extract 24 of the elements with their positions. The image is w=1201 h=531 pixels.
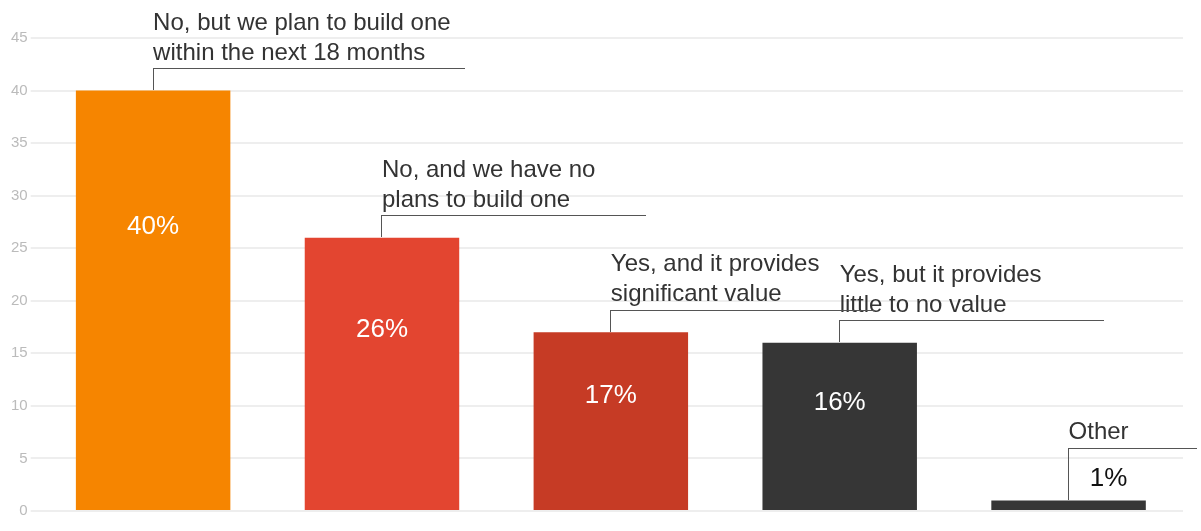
y-tick-label: 10 xyxy=(11,396,28,414)
y-tick-label: 15 xyxy=(11,343,28,361)
annotation: No, but we plan to build one within the next 18 months xyxy=(152,7,451,65)
annotation: Other xyxy=(1068,417,1129,445)
y-tick-label: 30 xyxy=(11,185,28,203)
bar xyxy=(533,332,689,510)
y-tick-label: 5 xyxy=(19,448,28,466)
bar xyxy=(75,90,231,510)
y-tick-label: 0 xyxy=(19,501,28,519)
bar xyxy=(991,500,1146,510)
y-tick-label: 45 xyxy=(11,28,28,46)
bar xyxy=(762,342,917,510)
y-tick-label: 35 xyxy=(11,133,28,151)
data-label: 26% xyxy=(355,312,408,343)
bar xyxy=(304,237,460,510)
data-label: 1% xyxy=(1089,461,1128,492)
annotation: No, and we have no plans to build one xyxy=(381,154,596,212)
y-tick-label: 40 xyxy=(11,80,28,98)
annotation: Yes, and it provides significant value xyxy=(610,249,820,307)
y-tick-label: 25 xyxy=(11,238,28,256)
data-label: 40% xyxy=(127,209,180,240)
data-label: 17% xyxy=(584,378,637,409)
y-tick-label: 20 xyxy=(11,290,28,308)
data-label: 16% xyxy=(813,386,866,417)
